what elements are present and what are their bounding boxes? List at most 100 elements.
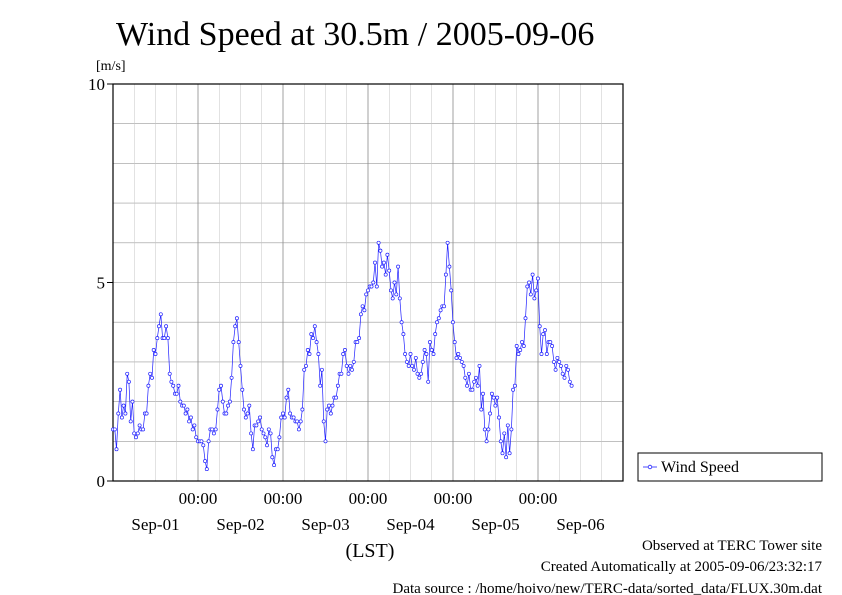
x-date-label: Sep-03 bbox=[301, 515, 349, 534]
data-point bbox=[371, 280, 376, 285]
data-point bbox=[266, 427, 271, 432]
y-tick-label: 5 bbox=[97, 274, 106, 293]
data-point bbox=[188, 415, 193, 420]
data-point bbox=[528, 292, 533, 297]
data-point bbox=[263, 435, 268, 440]
data-point bbox=[314, 340, 319, 345]
data-point bbox=[236, 340, 241, 345]
data-point bbox=[553, 367, 558, 372]
data-point bbox=[543, 328, 547, 333]
data-point bbox=[498, 439, 503, 444]
data-point bbox=[454, 355, 459, 360]
data-point bbox=[169, 379, 174, 384]
data-point bbox=[489, 391, 494, 396]
data-point bbox=[383, 272, 388, 277]
data-point bbox=[155, 336, 160, 341]
data-point bbox=[341, 352, 346, 356]
data-point bbox=[181, 403, 186, 408]
data-point bbox=[344, 363, 349, 368]
data-point bbox=[217, 387, 222, 392]
data-point bbox=[305, 348, 310, 352]
data-point bbox=[148, 371, 153, 376]
data-point bbox=[342, 348, 347, 352]
data-point bbox=[488, 411, 493, 416]
data-point bbox=[135, 431, 140, 436]
x-date-label: Sep-01 bbox=[131, 515, 179, 534]
data-point bbox=[327, 403, 331, 408]
data-point bbox=[164, 324, 169, 329]
data-point bbox=[334, 395, 339, 400]
data-point bbox=[268, 431, 273, 436]
data-point bbox=[551, 359, 556, 364]
data-point bbox=[162, 336, 167, 341]
data-point bbox=[275, 447, 280, 452]
y-axis-unit: [m/s] bbox=[96, 59, 126, 74]
data-point bbox=[486, 427, 491, 432]
data-point bbox=[242, 407, 246, 412]
data-point bbox=[500, 451, 505, 456]
data-point bbox=[325, 407, 330, 412]
data-point bbox=[466, 371, 471, 376]
data-point bbox=[284, 395, 289, 400]
data-point bbox=[339, 371, 344, 376]
data-point bbox=[128, 419, 133, 424]
data-point bbox=[157, 324, 161, 329]
data-point bbox=[114, 447, 119, 452]
data-point bbox=[206, 439, 211, 444]
x-tick-label: 00:00 bbox=[434, 489, 473, 508]
data-point bbox=[358, 312, 363, 317]
data-point bbox=[412, 367, 416, 372]
data-point bbox=[165, 336, 170, 341]
data-point bbox=[231, 340, 236, 345]
data-point bbox=[557, 359, 562, 364]
data-point bbox=[566, 367, 570, 372]
data-point bbox=[429, 348, 434, 352]
data-point bbox=[288, 411, 293, 416]
data-point bbox=[312, 324, 317, 329]
data-point bbox=[296, 427, 301, 432]
data-point bbox=[318, 383, 323, 388]
data-point bbox=[507, 451, 512, 456]
data-point bbox=[279, 415, 284, 420]
data-point bbox=[401, 332, 406, 337]
data-point bbox=[249, 431, 254, 436]
data-point bbox=[516, 352, 521, 356]
data-point bbox=[153, 352, 158, 356]
data-point bbox=[291, 415, 296, 420]
data-point bbox=[495, 395, 500, 400]
data-point bbox=[539, 352, 544, 356]
data-point bbox=[261, 431, 266, 436]
data-point bbox=[374, 284, 379, 289]
data-point bbox=[121, 403, 126, 408]
data-point bbox=[254, 423, 259, 428]
data-point bbox=[387, 268, 392, 273]
data-point bbox=[369, 284, 374, 289]
data-point bbox=[482, 427, 487, 432]
footer-created: Created Automatically at 2005-09-06/23:3… bbox=[541, 559, 823, 575]
data-point bbox=[427, 340, 432, 345]
data-point bbox=[134, 435, 138, 440]
data-point bbox=[126, 379, 131, 384]
data-point bbox=[167, 371, 172, 376]
data-point bbox=[422, 348, 427, 352]
data-point bbox=[366, 288, 370, 293]
data-point bbox=[319, 367, 324, 372]
data-point bbox=[119, 415, 124, 420]
data-point bbox=[201, 443, 206, 448]
data-point bbox=[364, 292, 369, 297]
y-tick-label: 10 bbox=[88, 75, 105, 94]
data-point bbox=[435, 320, 439, 325]
data-point bbox=[442, 304, 447, 309]
data-point bbox=[569, 383, 574, 388]
data-point bbox=[346, 371, 351, 376]
data-point bbox=[192, 423, 197, 428]
data-point bbox=[118, 387, 123, 392]
data-point bbox=[174, 391, 179, 396]
data-point bbox=[461, 363, 466, 368]
data-point bbox=[438, 308, 443, 313]
data-point bbox=[351, 359, 356, 364]
data-point bbox=[158, 312, 163, 317]
data-point bbox=[548, 340, 553, 345]
data-point bbox=[321, 419, 326, 424]
